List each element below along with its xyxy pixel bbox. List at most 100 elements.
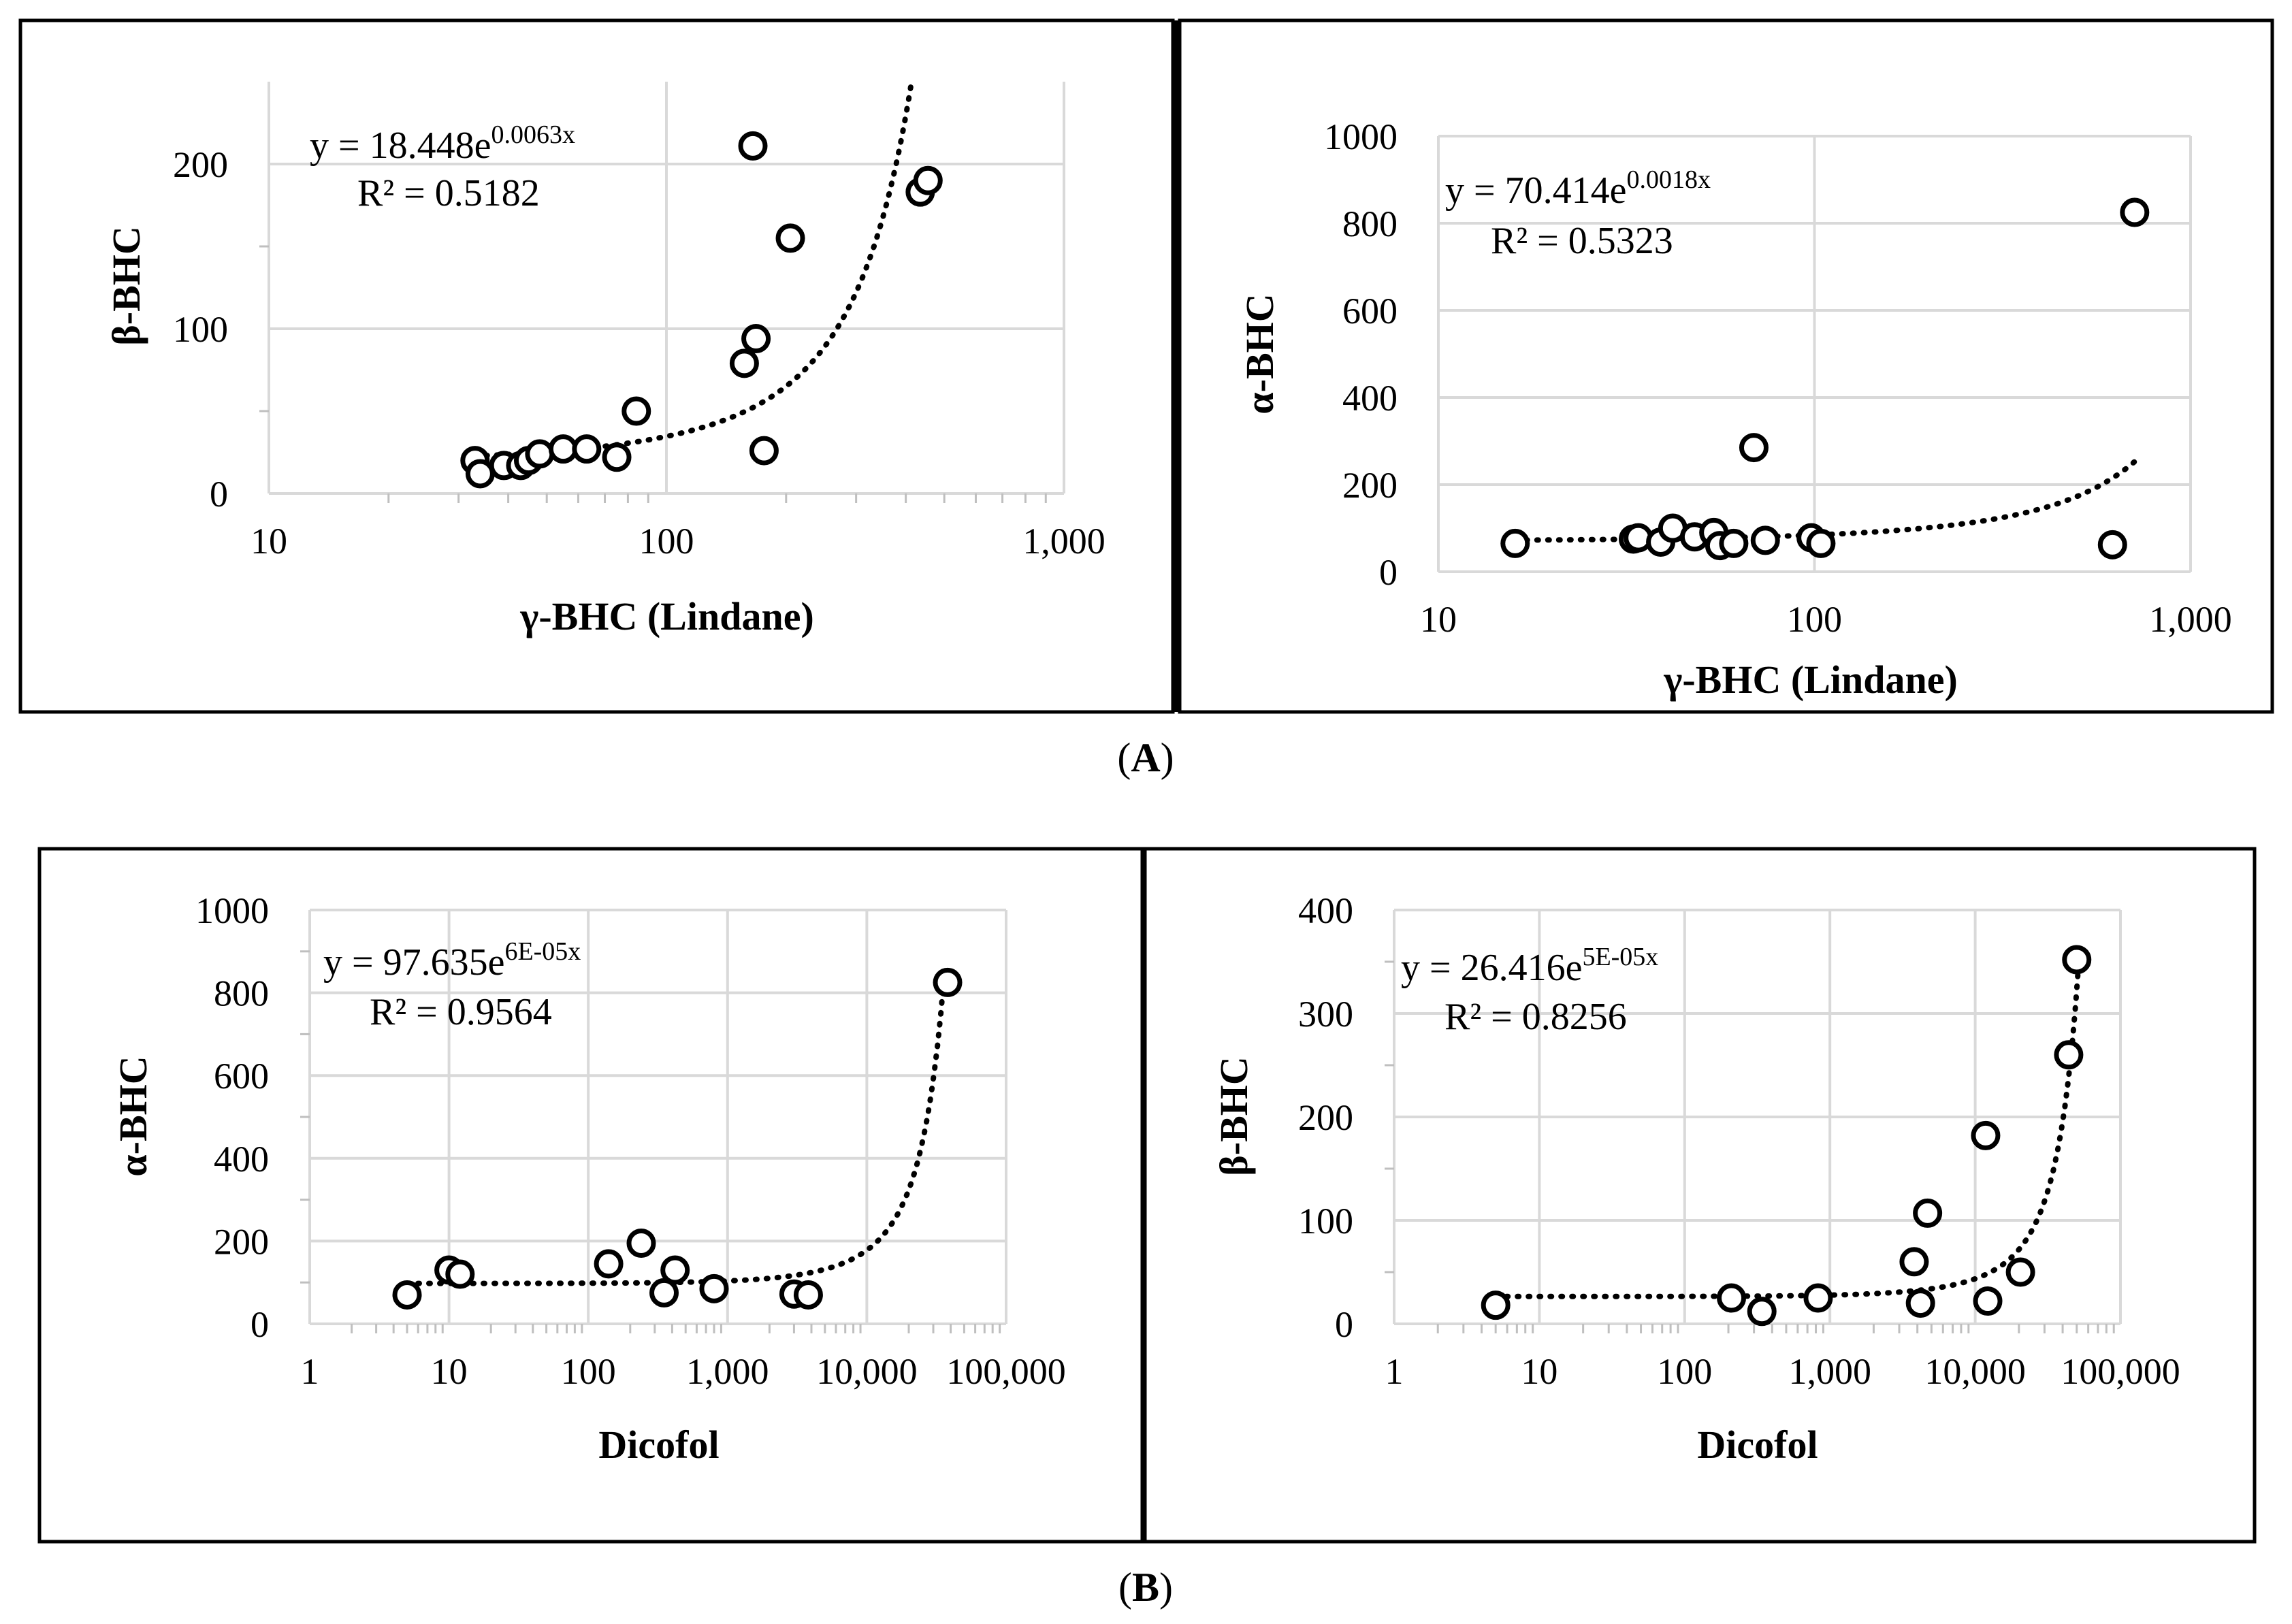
data-point <box>1973 1286 2003 1316</box>
x-tick-label: 1 <box>1385 1351 1404 1392</box>
data-point <box>392 1280 422 1310</box>
y-tick-label: 200 <box>214 1221 269 1262</box>
x-tick-label: 1,000 <box>686 1351 769 1392</box>
data-point <box>1905 1288 1935 1318</box>
y-tick-label: 200 <box>1298 1097 1353 1138</box>
y-axis-label: α-BHC <box>111 1056 155 1176</box>
y-tick-label: 100 <box>1298 1201 1353 1241</box>
r-squared: R² = 0.5182 <box>357 172 540 214</box>
panel-b-left-frame <box>37 847 1144 1544</box>
x-axis-label: γ-BHC (Lindane) <box>519 594 814 638</box>
data-point <box>1481 1290 1511 1320</box>
x-axis-label: γ-BHC (Lindane) <box>1663 657 1958 702</box>
x-tick-label: 100 <box>1787 599 1842 640</box>
data-point <box>572 434 602 464</box>
data-point <box>2097 530 2127 559</box>
y-tick-label: 400 <box>1298 890 1353 931</box>
data-point <box>1747 1297 1777 1327</box>
data-point <box>741 324 771 354</box>
y-axis-label: α-BHC <box>1238 293 1282 414</box>
data-point <box>775 223 805 253</box>
trendline <box>1493 953 2082 1299</box>
x-tick-label: 1,000 <box>1022 521 1105 562</box>
data-point <box>1913 1198 1943 1228</box>
data-point <box>1500 528 1530 558</box>
data-point <box>793 1280 823 1310</box>
y-tick-label: 0 <box>1335 1304 1353 1345</box>
trendline <box>472 76 915 459</box>
y-tick-label: 100 <box>173 309 228 350</box>
chart-b-left: 0 200 400 600 800 1000 1 10 100 1,000 10,000 100,00… <box>111 890 1066 1467</box>
data-point <box>1971 1120 2001 1150</box>
data-point <box>729 348 759 378</box>
data-point <box>602 442 632 472</box>
x-tick-label: 100 <box>561 1351 616 1392</box>
data-point <box>445 1259 475 1289</box>
x-tick-label: 100,000 <box>2061 1351 2180 1392</box>
y-tick-label: 0 <box>251 1304 269 1345</box>
data-point <box>1717 1283 1747 1313</box>
x-tick-label: 10,000 <box>816 1351 918 1392</box>
panel-a-left-frame <box>18 18 1175 714</box>
r-squared: R² = 0.8256 <box>1444 996 1627 1038</box>
data-point <box>1899 1247 1929 1277</box>
data-point <box>2120 197 2150 227</box>
x-tick-label: 10 <box>1420 599 1457 640</box>
data-point <box>749 436 779 466</box>
y-axis-label: β-BHC <box>104 226 148 346</box>
y-tick-label: 400 <box>214 1139 269 1180</box>
data-point <box>548 434 578 464</box>
y-tick-label: 800 <box>214 973 269 1014</box>
r-squared: R² = 0.9564 <box>370 991 552 1033</box>
data-point <box>649 1278 679 1308</box>
x-axis-label: Dicofol <box>598 1423 719 1467</box>
y-tick-label: 0 <box>210 474 228 515</box>
data-point <box>465 459 495 489</box>
y-tick-label: 1000 <box>1324 116 1398 157</box>
x-tick-label: 1,000 <box>1788 1351 1871 1392</box>
y-tick-label: 600 <box>1342 291 1398 331</box>
y-tick-label: 0 <box>1379 552 1398 593</box>
data-point <box>660 1255 690 1285</box>
y-tick-label: 200 <box>1342 465 1398 506</box>
x-tick-label: 10 <box>1521 1351 1557 1392</box>
trend-equation: y = 70.414e0.0018x <box>1445 165 1711 212</box>
x-tick-label: 100 <box>1657 1351 1712 1392</box>
data-point <box>594 1249 624 1279</box>
x-tick-label: 100 <box>639 521 694 562</box>
data-point <box>2005 1257 2035 1287</box>
x-tick-label: 10,000 <box>1924 1351 2026 1392</box>
y-tick-label: 200 <box>173 144 228 185</box>
x-tick-label: 10 <box>251 521 287 562</box>
data-point <box>1806 528 1836 558</box>
data-point <box>699 1273 729 1303</box>
y-tick-label: 300 <box>1298 994 1353 1035</box>
trend-equation: y = 26.416e5E-05x <box>1401 943 1658 989</box>
data-point <box>933 967 963 997</box>
panel-label-a: (A) <box>1117 735 1174 780</box>
data-point <box>626 1228 656 1258</box>
x-tick-label: 1 <box>301 1351 319 1392</box>
r-squared: R² = 0.5323 <box>1491 220 1673 262</box>
data-point <box>1739 433 1769 463</box>
data-point <box>2062 945 2092 975</box>
x-tick-label: 100,000 <box>946 1351 1066 1392</box>
y-axis-label: β-BHC <box>1212 1056 1256 1176</box>
data-point <box>1803 1283 1833 1313</box>
trendline <box>404 971 948 1286</box>
data-point <box>913 165 943 195</box>
y-tick-label: 600 <box>214 1056 269 1097</box>
chart-b-right: 0 100 200 300 400 1 10 100 1,000 10,000 100,000 Dic… <box>1212 890 2180 1467</box>
data-point <box>1750 525 1780 555</box>
y-tick-label: 1000 <box>195 890 269 931</box>
data-point <box>738 131 768 161</box>
y-tick-label: 400 <box>1342 378 1398 419</box>
data-point <box>622 396 651 426</box>
data-point <box>1719 528 1749 558</box>
y-tick-label: 800 <box>1342 204 1398 244</box>
trend-equation: y = 97.635e6E-05x <box>323 937 581 984</box>
x-tick-label: 1,000 <box>2149 599 2232 640</box>
data-point <box>2054 1040 2084 1070</box>
panel-label-b: (B) <box>1118 1565 1173 1610</box>
